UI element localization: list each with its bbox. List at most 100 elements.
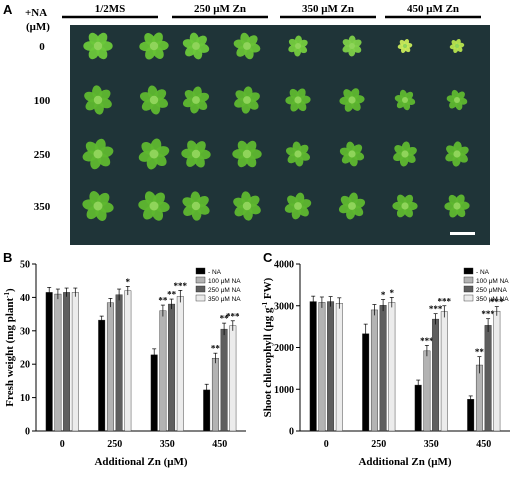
y-tick-label: 1000 [274, 385, 294, 396]
seedling [182, 32, 210, 60]
bar [362, 333, 370, 432]
x-tick-label: 350 [160, 439, 175, 450]
significance-mark: * [381, 290, 386, 300]
y-axis-label: Fresh weight (mg plant-1) [3, 288, 16, 407]
seedling [233, 32, 261, 60]
x-tick-label: 450 [476, 439, 491, 450]
x-tick-label: 350 [424, 439, 439, 450]
bar [54, 293, 62, 432]
x-tick-label: 0 [324, 439, 329, 450]
legend-label: 100 μM NA [208, 278, 241, 285]
bar [229, 325, 237, 432]
legend-swatch [463, 285, 474, 293]
legend-swatch [195, 276, 206, 284]
seedling [182, 191, 210, 221]
bar [440, 311, 448, 432]
bar [124, 290, 132, 432]
row-label: 0 [39, 41, 45, 53]
seedling [393, 141, 417, 167]
bar [327, 301, 335, 432]
seedling-photo [70, 25, 490, 245]
seedling [82, 191, 114, 221]
bar [115, 294, 123, 432]
bar [423, 350, 431, 432]
y-tick-label: 2000 [274, 343, 294, 354]
x-axis-label: Additional Zn (μM) [358, 456, 451, 468]
bar [484, 325, 492, 432]
y-tick-label: 10 [20, 393, 30, 404]
bar [335, 303, 343, 432]
significance-mark: *** [438, 296, 452, 306]
significance-mark: ** [211, 344, 221, 354]
bar [379, 305, 387, 432]
legend-swatch [195, 285, 206, 293]
bar [432, 318, 440, 432]
significance-mark: *** [481, 309, 495, 319]
y-tick-label: 20 [20, 360, 30, 371]
significance-mark: *** [420, 336, 434, 346]
seedling [446, 89, 468, 111]
bar [63, 292, 71, 432]
panel-a-photo: A +NA (μM) 1/2MS 250 μM Zn 350 μM Zn 450 μM… [3, 2, 490, 245]
x-tick-label: 250 [107, 439, 122, 450]
seedling [83, 32, 113, 60]
bar [309, 301, 317, 432]
legend-label: 350 μM NA [208, 296, 241, 303]
legend-swatch [195, 267, 206, 275]
y-tick-label: 0 [25, 427, 30, 438]
significance-mark: *** [490, 297, 504, 307]
x-axis-label: Additional Zn (μM) [94, 456, 187, 468]
seedling [339, 88, 365, 112]
seedling [394, 89, 416, 111]
bar [467, 399, 475, 432]
legend-swatch [195, 294, 206, 302]
significance-mark: ** [167, 290, 177, 300]
bar [45, 292, 53, 432]
y-tick-label: 40 [20, 293, 30, 304]
bar [414, 384, 422, 432]
seedling [449, 38, 465, 54]
legend-label: - NA [476, 269, 490, 276]
bar [168, 303, 176, 432]
seedling [285, 88, 311, 112]
y-tick-label: 4000 [274, 260, 294, 271]
column-header: 1/2MS [95, 3, 126, 15]
seedling [84, 85, 112, 115]
seedling [234, 86, 260, 114]
seedling [138, 191, 170, 221]
seedling [182, 86, 210, 114]
column-header: 450 μM Zn [407, 3, 459, 15]
seedling [232, 140, 262, 168]
significance-mark: * [390, 288, 395, 298]
y-tick-label: 50 [20, 260, 30, 271]
panel-label: B [3, 250, 12, 265]
x-tick-label: 0 [60, 439, 65, 450]
bar [176, 296, 184, 432]
y-axis-label: Shoot chlorophyll (μg g-1 FW) [261, 277, 274, 417]
bar [203, 389, 211, 432]
bar [106, 302, 114, 432]
y-tick-label: 30 [20, 326, 30, 337]
significance-mark: * [126, 277, 131, 287]
seedling [139, 32, 169, 60]
legend-swatch [463, 276, 474, 284]
seedling [284, 192, 312, 220]
seedling [233, 191, 261, 221]
seedling [445, 141, 469, 167]
significance-mark: *** [226, 311, 240, 321]
seedling [285, 141, 311, 167]
seedling [339, 141, 365, 167]
seedling [82, 138, 114, 170]
legend-label: 350 μM NA [476, 296, 509, 303]
significance-mark: *** [174, 281, 188, 291]
row-label: 350 [34, 201, 51, 213]
row-header: +NA [25, 7, 47, 19]
bar [493, 310, 501, 432]
seedling [181, 140, 211, 168]
x-tick-label: 250 [371, 439, 386, 450]
legend-label: 250 μM NA [208, 287, 241, 294]
legend-swatch [463, 267, 474, 275]
row-label: 250 [34, 149, 51, 161]
